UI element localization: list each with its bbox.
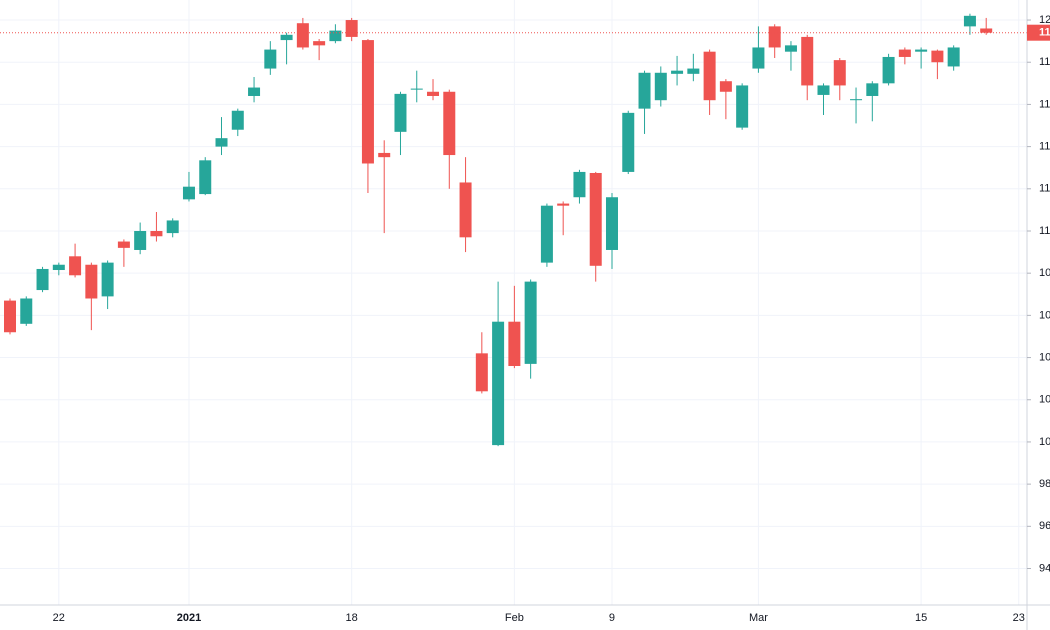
candle-body (687, 68, 700, 74)
candle-body (605, 197, 618, 250)
candle-body (117, 241, 130, 248)
x-tick-label: 22 (53, 612, 65, 624)
candle-body (52, 264, 65, 271)
candle-body (150, 230, 163, 237)
y-tick-label: 100 (1039, 436, 1050, 448)
candle-body (492, 321, 505, 446)
candle-body (231, 110, 244, 130)
candle-body (622, 112, 635, 172)
y-tick-label: 98 (1039, 478, 1050, 490)
candle-body (134, 230, 147, 250)
candle-body (915, 49, 928, 52)
candle-body (36, 268, 49, 291)
candles (0, 13, 1027, 447)
candle-body (719, 81, 732, 92)
candle-body (736, 85, 749, 128)
candle-body (459, 182, 472, 238)
candle-body (101, 262, 114, 297)
y-tick-label: 104 (1039, 351, 1050, 363)
candle-body (20, 298, 33, 324)
candle-body (329, 30, 342, 42)
candle-body (963, 15, 976, 27)
candle-body (345, 20, 358, 37)
y-tick-label: 108 (1039, 267, 1050, 279)
candle-body (69, 256, 82, 276)
axes: 94 96 98 100 102 104 106 108 110 112 114 116 118 120 2… (53, 14, 1050, 624)
candle-body (768, 26, 781, 48)
candle-body (866, 83, 879, 96)
x-tick-label: 9 (609, 612, 615, 624)
y-tick-label: 96 (1039, 520, 1050, 532)
candle-body (4, 300, 16, 333)
candle-body (980, 28, 993, 33)
candle-body (313, 41, 326, 46)
candle-body (589, 172, 602, 266)
candle-body (703, 51, 716, 101)
candle-body (394, 93, 407, 132)
candle-body (540, 205, 553, 263)
candle-body (671, 70, 684, 74)
y-tick-label: 118 (1039, 56, 1050, 68)
y-tick-label: 94 (1039, 562, 1050, 574)
y-tick-label: 112 (1039, 183, 1050, 195)
x-tick-label: Mar (749, 612, 768, 624)
y-tick-label: 116 (1039, 98, 1050, 110)
candle-body (427, 91, 440, 96)
y-tick-label: 114 (1039, 141, 1050, 153)
candle-body (199, 160, 212, 195)
candle-body (182, 186, 195, 200)
candle-body (248, 87, 261, 96)
candle-body (508, 321, 521, 366)
candle-body (638, 72, 651, 109)
candle-body (166, 220, 179, 234)
last-price-box (1027, 24, 1050, 41)
candle-body (801, 36, 814, 86)
candle-body (215, 138, 228, 147)
candle-body (378, 152, 391, 158)
x-tick-label: 18 (346, 612, 358, 624)
candle-body (752, 47, 765, 69)
candle-body (931, 50, 944, 63)
x-tick-label: Feb (505, 612, 524, 624)
candle-body (361, 40, 374, 164)
candle-body (898, 49, 911, 57)
candle-body (85, 264, 98, 299)
y-tick-label: 110 (1039, 225, 1050, 237)
candle-body (475, 353, 488, 392)
candle-body (280, 34, 293, 41)
candle-body (573, 171, 586, 198)
candle-body (557, 203, 570, 206)
candle-body (850, 99, 863, 101)
last-price-label: 119.4 (1039, 27, 1050, 39)
candle-body (882, 56, 895, 84)
candle-body (410, 88, 423, 90)
x-tick-label: 2021 (177, 612, 201, 624)
candle-body (296, 23, 309, 48)
candle-body (784, 45, 797, 52)
candle-body (443, 91, 456, 156)
candle-body (264, 49, 277, 69)
candle-body (947, 47, 960, 67)
y-tick-label: 106 (1039, 309, 1050, 321)
x-tick-label: 23 (1013, 612, 1025, 624)
candle-body (524, 281, 537, 364)
y-tick-label: 120 (1039, 14, 1050, 26)
candle-body (833, 60, 846, 86)
y-tick-label: 102 (1039, 394, 1050, 406)
candle-body (817, 85, 830, 95)
x-tick-label: 15 (915, 612, 927, 624)
candle-body (654, 72, 667, 101)
